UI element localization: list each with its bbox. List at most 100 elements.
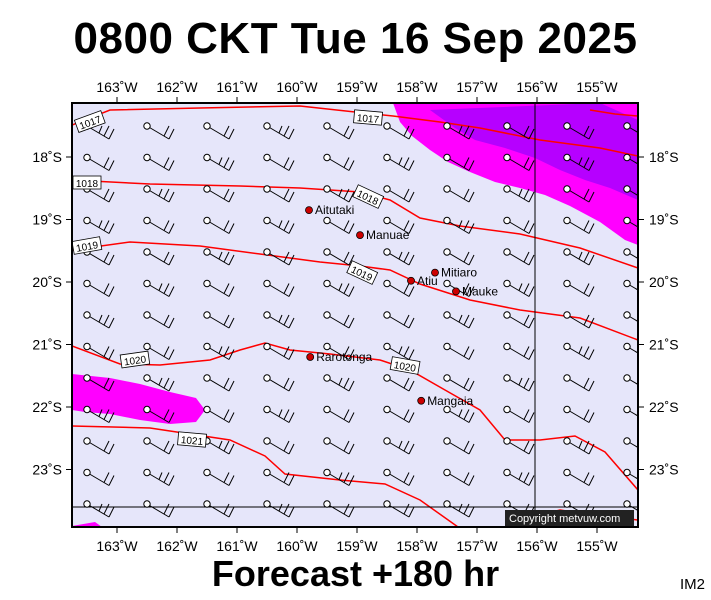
wind-barb (443, 468, 475, 486)
svg-text:1021: 1021 (180, 435, 204, 448)
wind-barb (503, 342, 535, 360)
place-label: Mauke (462, 284, 498, 298)
lat-label-left: 22˚S (32, 399, 62, 415)
lon-label-bottom: 156˚W (516, 538, 558, 554)
isobar-1021 (72, 425, 459, 527)
wind-barb (563, 216, 595, 234)
lon-label-bottom: 158˚W (396, 538, 438, 554)
wind-barb (383, 216, 415, 234)
copyright-text: Copyright metvuw.com (509, 513, 620, 525)
wind-barb (443, 216, 475, 234)
wind-barb (83, 374, 115, 392)
wind-barb (383, 405, 415, 423)
isobar-1017b (589, 109, 638, 117)
wind-barb (83, 468, 115, 486)
wind-barb (83, 153, 115, 171)
wind-barb (83, 500, 115, 518)
wind-barb (263, 437, 295, 455)
svg-text:1017: 1017 (356, 113, 380, 126)
wind-barb (383, 500, 415, 518)
copyright-box (505, 510, 634, 526)
wind-barb (503, 153, 535, 171)
precip-heavy-northeast (430, 103, 638, 200)
wind-barb (503, 248, 535, 266)
lon-label-top: 158˚W (396, 79, 438, 95)
place-label: Mitiaro (441, 266, 477, 280)
place-marker (356, 231, 364, 240)
wind-barb (383, 342, 415, 360)
wind-barb (623, 468, 638, 480)
wind-barb (143, 311, 175, 329)
wind-barb (623, 248, 638, 260)
wind-barb (263, 216, 295, 234)
wind-barb (503, 468, 535, 486)
wind-barb (623, 216, 638, 228)
wind-barb (563, 248, 595, 266)
lon-label-top: 162˚W (156, 79, 198, 95)
wind-barb (143, 468, 175, 486)
wind-barb (143, 405, 175, 423)
map-frame (71, 102, 639, 528)
wind-barb (503, 216, 535, 234)
isobar-1020 (72, 342, 638, 491)
wind-barb (623, 342, 638, 354)
place-label: Mangaia (427, 394, 473, 408)
wind-barb (503, 405, 535, 423)
isobar-1019 (72, 241, 638, 341)
wind-barb (263, 500, 295, 518)
wind-barb (203, 468, 235, 486)
lat-label-right: 20˚S (649, 274, 679, 290)
wind-barb (323, 342, 355, 360)
isobar-1018 (72, 179, 638, 269)
wind-barb (563, 405, 595, 423)
wind-barb (623, 279, 638, 291)
place-marker (431, 268, 439, 277)
wind-barb (383, 153, 415, 171)
wind-barb (383, 437, 415, 455)
lat-label-left: 21˚S (32, 337, 62, 353)
wind-barb (623, 153, 638, 165)
wind-barb (83, 279, 115, 297)
wind-barb (323, 311, 355, 329)
isobar-label: 1018 (72, 175, 102, 190)
wind-barb (623, 122, 638, 134)
wind-barb (443, 500, 475, 518)
wind-barb (623, 500, 638, 512)
wind-barb (143, 279, 175, 297)
wind-barb (623, 185, 638, 197)
wind-barb (143, 122, 175, 140)
wind-barb (203, 311, 235, 329)
place-label: Rarotonga (316, 350, 372, 364)
wind-barb (563, 342, 595, 360)
wind-barb (83, 405, 115, 423)
wind-barb (263, 342, 295, 360)
wind-barb (623, 311, 638, 323)
wind-barb (323, 248, 355, 266)
lon-label-bottom: 161˚W (216, 538, 258, 554)
lon-label-top: 161˚W (216, 79, 258, 95)
lon-label-bottom: 155˚W (576, 538, 618, 554)
wind-barb (443, 122, 475, 140)
map-title: 0800 CKT Tue 16 Sep 2025 (73, 14, 638, 63)
svg-text:1020: 1020 (123, 354, 147, 368)
isobar-label: 1017 (353, 109, 383, 126)
lon-label-bottom: 160˚W (276, 538, 318, 554)
lon-label-top: 155˚W (576, 79, 618, 95)
wind-barb (263, 122, 295, 140)
wind-barb (143, 374, 175, 392)
place-label: Aitutaki (315, 203, 354, 217)
wind-barb (203, 216, 235, 234)
wind-barb (323, 500, 355, 518)
wind-barb (383, 122, 415, 140)
wind-barb (503, 279, 535, 297)
place-marker (305, 206, 313, 215)
place-marker (417, 396, 426, 405)
wind-barb (443, 185, 475, 203)
lat-label-right: 18˚S (649, 149, 679, 165)
lon-label-bottom: 157˚W (456, 538, 498, 554)
wind-barb (203, 342, 235, 360)
wind-barb (323, 374, 355, 392)
lon-label-bottom: 162˚W (156, 538, 198, 554)
isobar-label: 1021 (177, 431, 207, 448)
